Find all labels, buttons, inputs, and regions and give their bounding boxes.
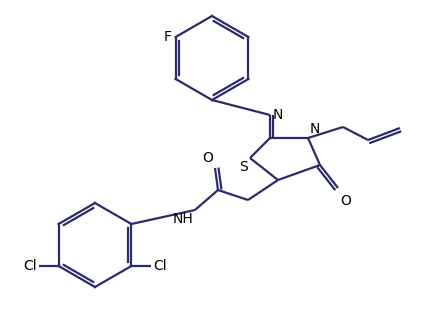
Text: N: N (310, 122, 320, 136)
Text: F: F (164, 30, 172, 44)
Text: N: N (273, 108, 283, 122)
Text: Cl: Cl (23, 259, 37, 273)
Text: Cl: Cl (153, 259, 167, 273)
Text: NH: NH (172, 212, 193, 226)
Text: O: O (340, 194, 351, 208)
Text: O: O (202, 151, 213, 165)
Text: S: S (239, 160, 248, 174)
